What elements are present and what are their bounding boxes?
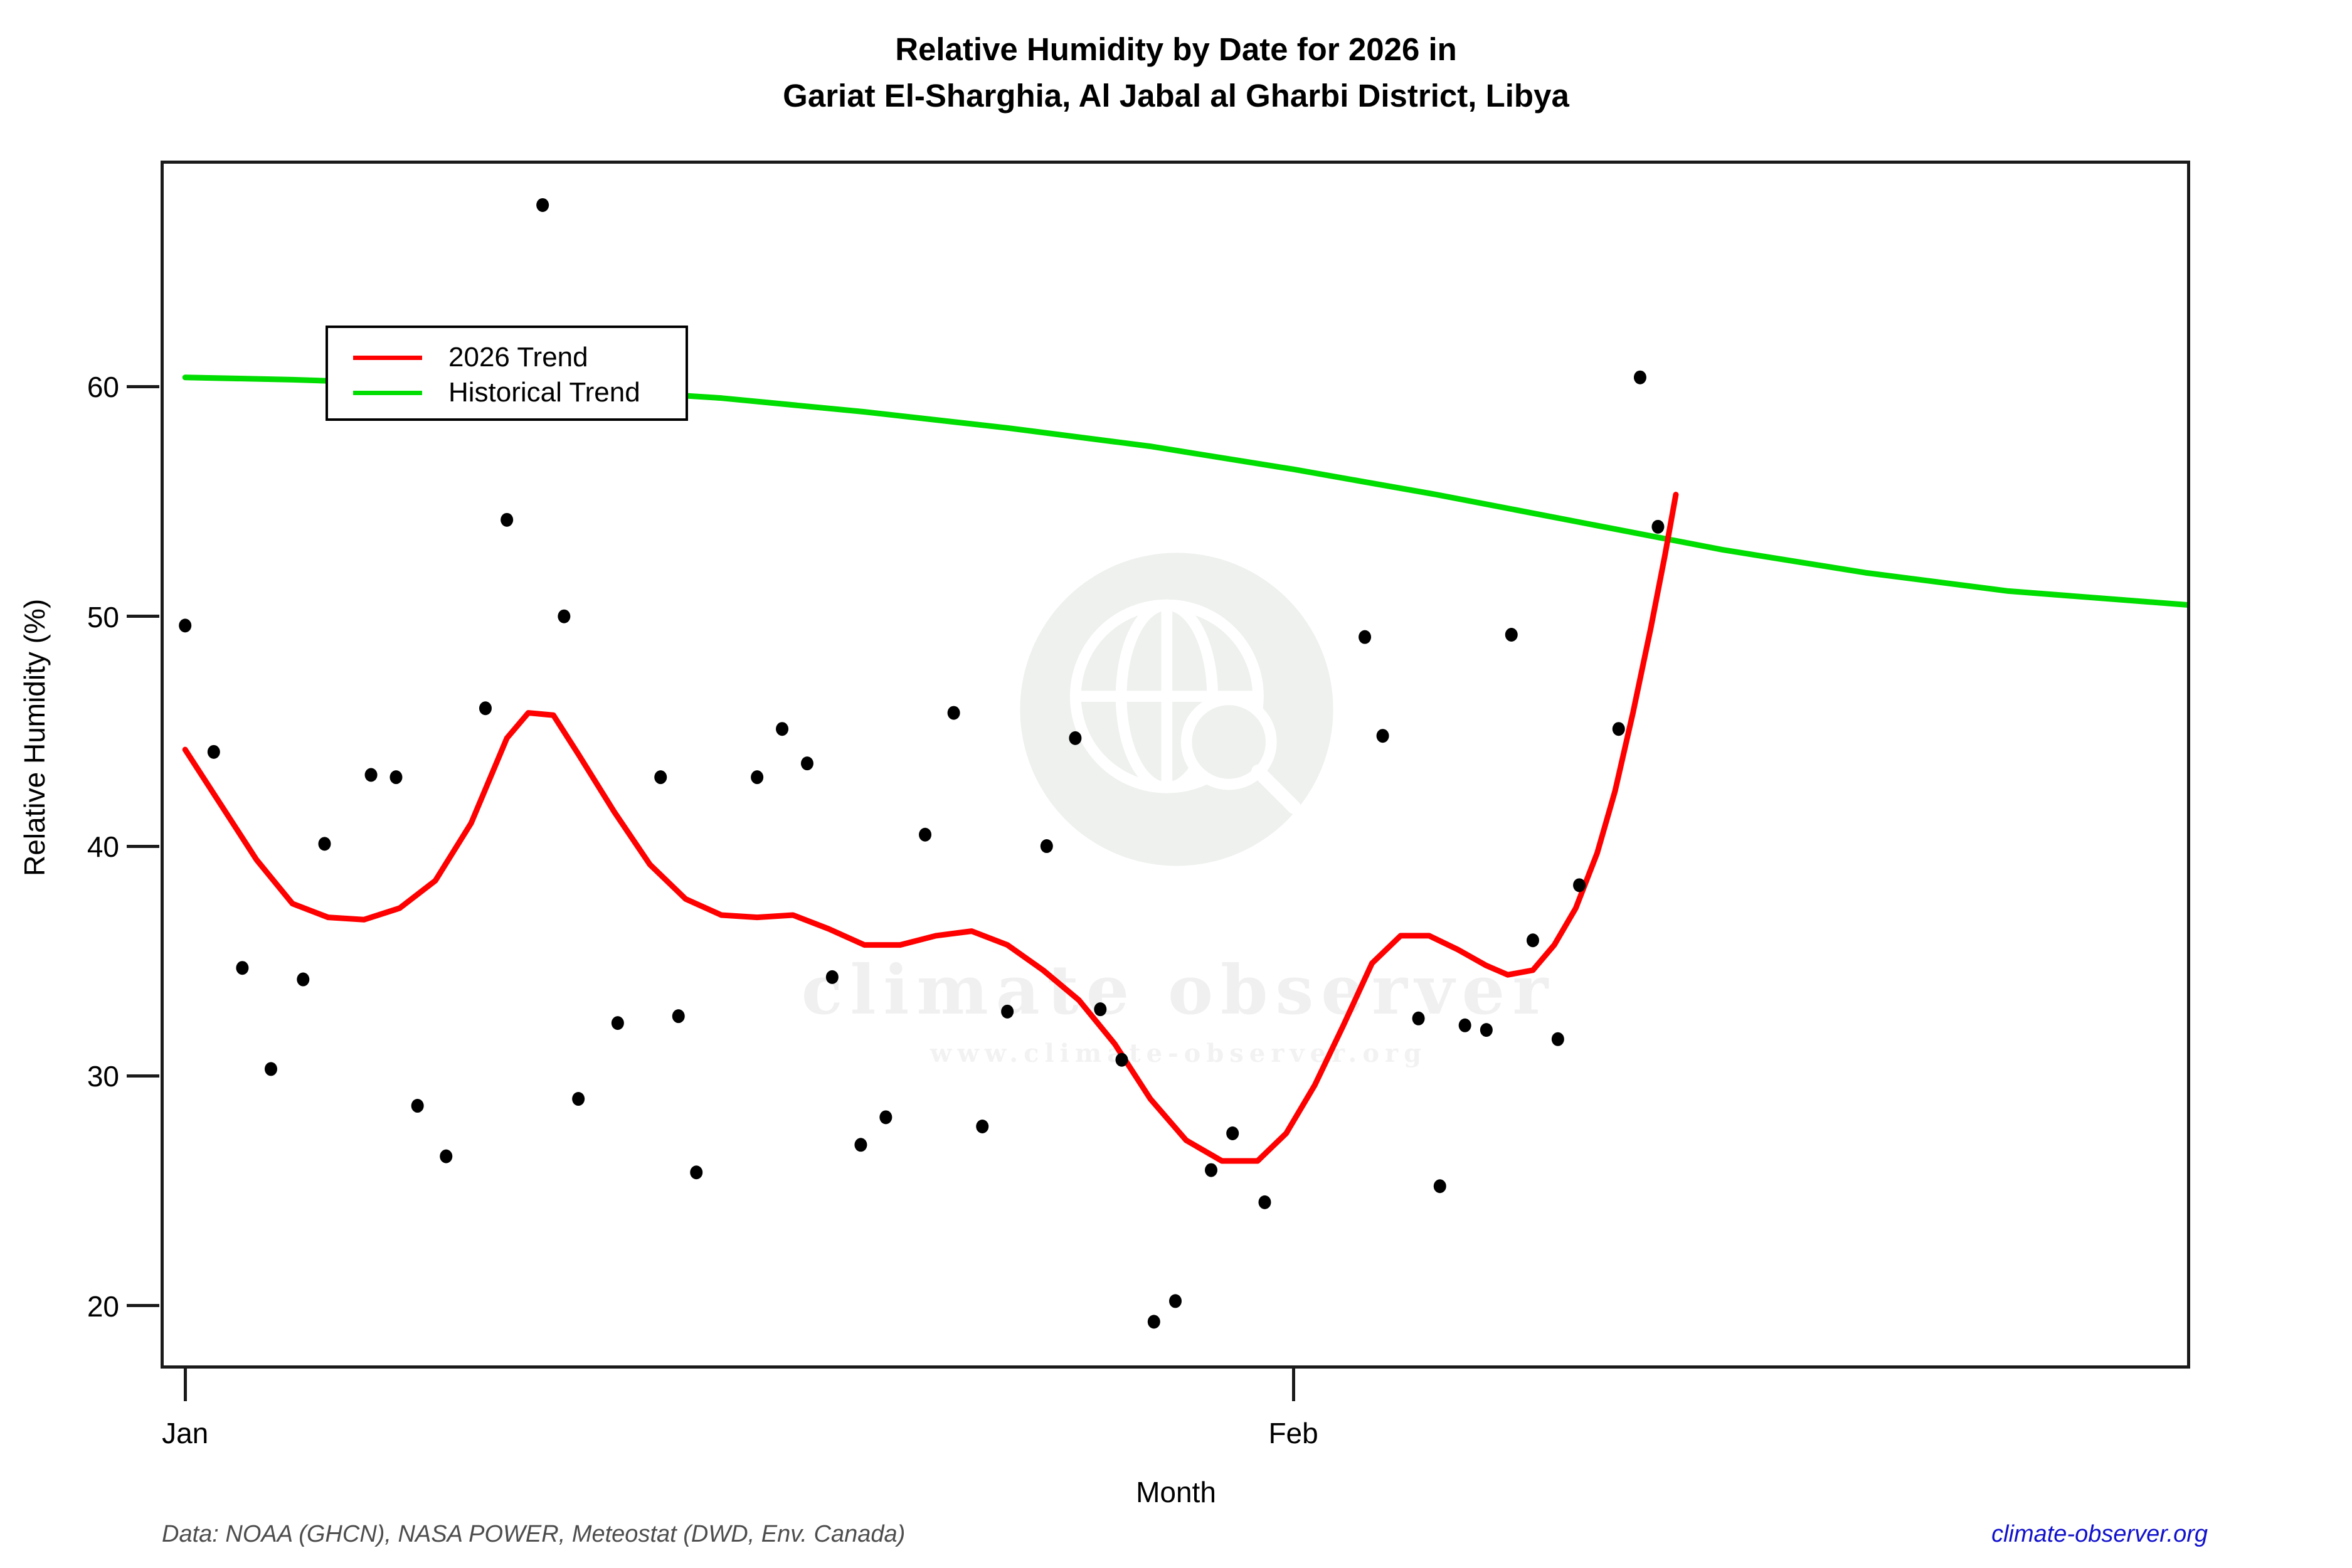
data-point[interactable] bbox=[1651, 519, 1665, 534]
data-point[interactable] bbox=[411, 1099, 424, 1113]
data-point[interactable] bbox=[1480, 1023, 1493, 1037]
data-point[interactable] bbox=[1573, 878, 1586, 893]
data-point[interactable] bbox=[1551, 1032, 1564, 1046]
legend-label-2026-trend: 2026 Trend bbox=[448, 342, 588, 373]
data-point[interactable] bbox=[1169, 1294, 1182, 1308]
data-point[interactable] bbox=[1069, 731, 1082, 745]
data-point[interactable] bbox=[1458, 1018, 1471, 1032]
data-point[interactable] bbox=[672, 1009, 685, 1024]
y-tick-mark bbox=[127, 844, 159, 848]
data-point[interactable] bbox=[479, 701, 492, 716]
data-point[interactable] bbox=[1258, 1195, 1271, 1209]
legend: 2026 Trend Historical Trend bbox=[326, 326, 688, 421]
x-tick-mark bbox=[1291, 1369, 1295, 1401]
legend-swatch-historical-trend bbox=[353, 391, 422, 395]
data-point[interactable] bbox=[1001, 1004, 1014, 1019]
data-point[interactable] bbox=[1205, 1163, 1217, 1177]
y-tick-label: 40 bbox=[87, 830, 119, 864]
data-point[interactable] bbox=[611, 1016, 624, 1030]
data-point[interactable] bbox=[1526, 933, 1539, 948]
data-point[interactable] bbox=[1094, 1002, 1107, 1017]
plot-area: climate observer www.climate-observer.or… bbox=[161, 161, 2190, 1369]
data-point[interactable] bbox=[1505, 628, 1518, 642]
data-point[interactable] bbox=[776, 722, 789, 736]
legend-label-historical-trend: Historical Trend bbox=[448, 377, 640, 408]
data-point[interactable] bbox=[800, 756, 813, 771]
data-point[interactable] bbox=[207, 744, 220, 759]
legend-swatch-2026-trend bbox=[353, 356, 422, 360]
data-point[interactable] bbox=[558, 609, 571, 623]
data-point[interactable] bbox=[1147, 1315, 1160, 1329]
footer-site-link[interactable]: climate-observer.org bbox=[1991, 1521, 2208, 1547]
data-point[interactable] bbox=[976, 1120, 989, 1133]
y-tick-mark bbox=[127, 1304, 159, 1308]
y-tick-mark bbox=[127, 1074, 159, 1078]
data-point[interactable] bbox=[536, 198, 549, 212]
series-daily-observations bbox=[179, 198, 1665, 1329]
footer-data-sources: Data: NOAA (GHCN), NASA POWER, Meteostat… bbox=[162, 1521, 906, 1547]
y-tick-label: 50 bbox=[87, 600, 119, 633]
y-tick-mark bbox=[127, 384, 159, 388]
chart-title-line1: Relative Humidity by Date for 2026 in bbox=[895, 31, 1457, 67]
data-point[interactable] bbox=[854, 1138, 867, 1152]
data-point[interactable] bbox=[179, 618, 192, 633]
chart-title: Relative Humidity by Date for 2026 in Ga… bbox=[0, 26, 2352, 119]
data-point[interactable] bbox=[919, 827, 932, 842]
data-point[interactable] bbox=[318, 837, 331, 851]
x-axis-label: Month bbox=[1136, 1476, 1216, 1508]
chart-title-line2: Gariat El-Sharghia, Al Jabal al Gharbi D… bbox=[783, 78, 1569, 114]
x-tick-label: Jan bbox=[162, 1417, 209, 1449]
data-point[interactable] bbox=[654, 770, 667, 785]
data-point[interactable] bbox=[1376, 729, 1389, 743]
y-tick-label: 60 bbox=[87, 371, 119, 404]
y-tick-mark bbox=[127, 615, 159, 618]
data-point[interactable] bbox=[825, 970, 839, 984]
data-point[interactable] bbox=[1633, 370, 1646, 384]
trend-line bbox=[182, 492, 1679, 1164]
data-point[interactable] bbox=[751, 770, 764, 785]
data-point[interactable] bbox=[1115, 1052, 1128, 1067]
legend-item-historical-trend[interactable]: Historical Trend bbox=[328, 377, 686, 408]
data-point[interactable] bbox=[501, 512, 514, 527]
data-point[interactable] bbox=[389, 770, 403, 785]
data-point[interactable] bbox=[1612, 722, 1625, 736]
series-2026-trend bbox=[182, 492, 1679, 1164]
data-point[interactable] bbox=[879, 1110, 893, 1125]
data-point[interactable] bbox=[1433, 1179, 1446, 1194]
x-tick-mark bbox=[183, 1369, 187, 1401]
data-point[interactable] bbox=[572, 1092, 585, 1106]
data-point[interactable] bbox=[690, 1165, 703, 1180]
legend-item-2026-trend[interactable]: 2026 Trend bbox=[328, 342, 686, 373]
data-point[interactable] bbox=[297, 972, 310, 987]
y-tick-label: 30 bbox=[87, 1060, 119, 1093]
data-point[interactable] bbox=[236, 961, 249, 975]
data-point[interactable] bbox=[1412, 1011, 1425, 1025]
data-point[interactable] bbox=[1040, 839, 1053, 854]
data-point[interactable] bbox=[264, 1062, 277, 1076]
data-point[interactable] bbox=[364, 768, 378, 782]
data-point[interactable] bbox=[440, 1149, 453, 1163]
x-tick-label: Feb bbox=[1268, 1417, 1318, 1449]
data-point[interactable] bbox=[947, 706, 960, 720]
data-point[interactable] bbox=[1226, 1126, 1239, 1140]
y-tick-label: 20 bbox=[87, 1290, 119, 1323]
data-point[interactable] bbox=[1359, 630, 1372, 644]
